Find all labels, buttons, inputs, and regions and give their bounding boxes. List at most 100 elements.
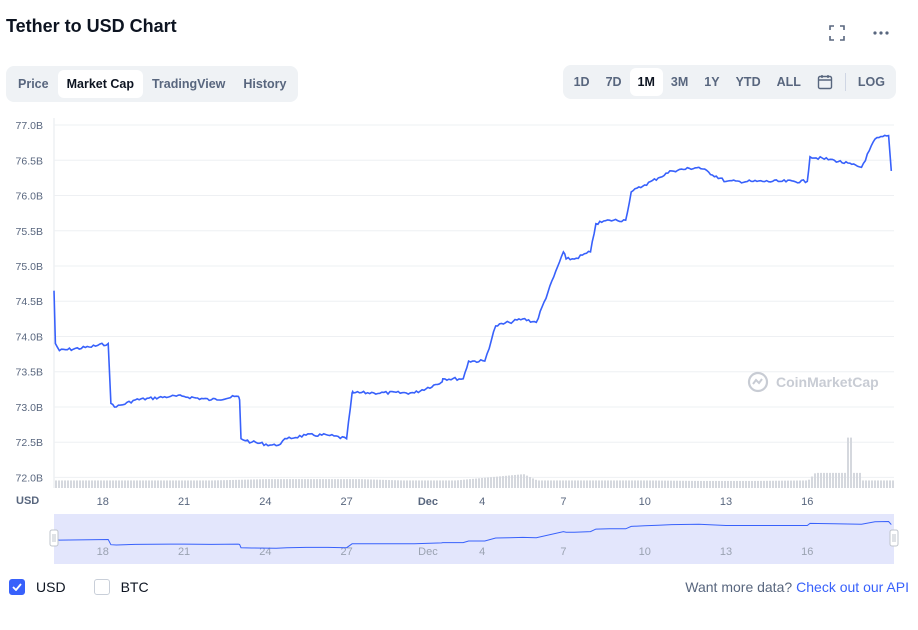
range-1y[interactable]: 1Y: [704, 75, 720, 89]
calendar-button[interactable]: [809, 68, 841, 96]
volume-bar: [739, 480, 741, 488]
log-toggle[interactable]: LOG: [857, 75, 885, 89]
range-1d[interactable]: 1D: [573, 75, 590, 89]
volume-bar: [523, 474, 525, 488]
volume-bar: [376, 479, 378, 488]
range-ytd[interactable]: YTD: [735, 75, 761, 89]
volume-bar: [715, 480, 717, 488]
volume-bar: [865, 480, 867, 488]
market-cap-chart[interactable]: 72.0B 72.5B 73.0B 73.5B 74.0B 74.5B 75.0B 75.5B…: [0, 108, 918, 570]
volume-bar: [394, 480, 396, 488]
api-link[interactable]: Check out our API: [796, 579, 909, 595]
volume-bar: [79, 480, 81, 488]
y-tick-label: 74.5B: [16, 296, 43, 308]
volume-bar: [451, 480, 453, 488]
tab-price[interactable]: Price: [18, 77, 49, 91]
range-3m[interactable]: 3M: [670, 75, 689, 89]
volume-bar: [754, 480, 756, 488]
btc-check-box[interactable]: [93, 579, 110, 595]
tab-history[interactable]: History: [243, 77, 287, 91]
fullscreen-icon[interactable]: [828, 24, 846, 42]
volume-bar: [211, 480, 213, 488]
volume-bar: [409, 480, 411, 488]
volume-bar: [301, 479, 303, 488]
volume-bar: [280, 479, 282, 488]
volume-bar: [805, 480, 807, 488]
volume-bar: [406, 480, 408, 488]
y-tick-label: 76.0B: [16, 191, 43, 203]
volume-bar: [64, 480, 66, 488]
y-tick-label: 72.0B: [16, 472, 43, 484]
volume-bar: [706, 480, 708, 488]
usd-checkbox[interactable]: USD: [9, 579, 66, 595]
volume-bar: [499, 476, 501, 488]
volume-bar: [307, 479, 309, 488]
volume-bar: [187, 480, 189, 488]
navigator-range[interactable]: [54, 514, 894, 564]
volume-bar: [622, 480, 624, 488]
navigator-x-tick-label: 21: [178, 546, 190, 558]
check-icon: [12, 583, 22, 591]
volume-bar: [829, 472, 831, 488]
navigator: 18 21 24 27 Dec 4 7 10 13 16: [49, 514, 899, 564]
volume-bar: [718, 480, 720, 488]
volume-bar: [220, 480, 222, 488]
volume-bar: [730, 480, 732, 488]
volume-bar: [868, 480, 870, 488]
volume-bar: [94, 480, 96, 488]
volume-bar: [169, 480, 171, 488]
volume-bar: [466, 479, 468, 488]
volume-bar: [91, 480, 93, 488]
volume-bar: [70, 480, 72, 488]
btc-label: BTC: [120, 579, 149, 595]
y-tick-label: 72.5B: [16, 437, 43, 449]
volume-bar: [775, 480, 777, 488]
volume-bar: [853, 472, 855, 488]
volume-bar: [502, 476, 504, 488]
volume-bar: [109, 480, 111, 488]
tab-market-cap[interactable]: Market Cap: [57, 70, 143, 98]
page-title: Tether to USD Chart: [6, 16, 177, 36]
volume-bar: [208, 480, 210, 488]
volume-bar: [130, 480, 132, 488]
x-tick-label: 7: [560, 496, 566, 508]
volume-bar: [112, 480, 114, 488]
volume-bar: [322, 479, 324, 488]
x-tick-label: 16: [801, 496, 813, 508]
volume-bar: [496, 476, 498, 488]
volume-bar: [760, 480, 762, 488]
x-tick-label: 4: [479, 496, 485, 508]
volume-bar: [385, 479, 387, 488]
volume-bar: [199, 480, 201, 488]
volume-bar: [304, 479, 306, 488]
volume-bar: [697, 480, 699, 488]
volume-bar: [823, 472, 825, 488]
range-all[interactable]: ALL: [776, 75, 801, 89]
range-1m[interactable]: 1M: [629, 68, 663, 96]
navigator-left-handle[interactable]: [49, 529, 59, 547]
volume-bar: [787, 480, 789, 488]
volume-bar: [88, 480, 90, 488]
navigator-right-handle[interactable]: [889, 529, 899, 547]
more-icon[interactable]: [872, 24, 890, 42]
volume-bar: [538, 480, 540, 488]
volume-bar: [544, 480, 546, 488]
navigator-x-tick-label: 27: [341, 546, 353, 558]
volume-bar: [421, 480, 423, 488]
volume-bar: [694, 480, 696, 488]
tab-tradingview[interactable]: TradingView: [151, 77, 226, 91]
volume-bar: [157, 480, 159, 488]
range-7d[interactable]: 7D: [605, 75, 622, 89]
volume-bar: [460, 479, 462, 488]
volume-bar: [412, 480, 414, 488]
usd-check-box[interactable]: [9, 579, 25, 595]
navigator-x-tick-label: 18: [97, 546, 109, 558]
volume-bar: [163, 480, 165, 488]
volume-bar: [565, 480, 567, 488]
volume-bar: [253, 479, 255, 488]
volume-bar: [274, 479, 276, 488]
volume-bar: [160, 480, 162, 488]
btc-checkbox[interactable]: BTC: [93, 579, 149, 595]
volume-bar: [235, 479, 237, 488]
volume-bar: [358, 479, 360, 488]
